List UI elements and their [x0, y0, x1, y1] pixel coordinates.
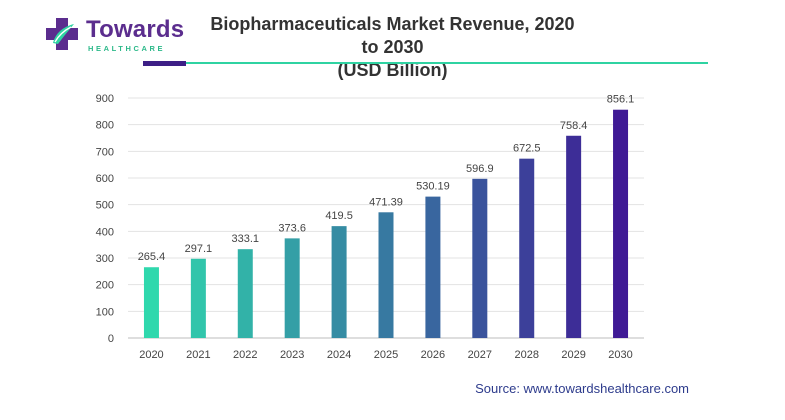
- bar: [519, 158, 535, 338]
- data-label: 596.9: [466, 163, 494, 175]
- x-tick-label: 2027: [468, 349, 492, 361]
- x-tick-label: 2029: [561, 349, 585, 361]
- y-tick-label: 400: [96, 226, 114, 238]
- y-tick-label: 600: [96, 173, 114, 185]
- source-note: Source: www.towardshealthcare.com: [475, 381, 689, 396]
- chart-title-line-2: (USD Billion): [337, 60, 448, 80]
- chart-title-line-1: Biopharmaceuticals Market Revenue, 2020 …: [210, 14, 575, 57]
- data-label: 530.19: [416, 181, 450, 193]
- y-tick-label: 800: [96, 120, 114, 132]
- bar: [613, 109, 629, 338]
- y-tick-label: 500: [96, 200, 114, 212]
- x-tick-label: 2030: [608, 349, 632, 361]
- bar: [472, 178, 488, 338]
- data-label: 471.39: [369, 196, 403, 208]
- y-tick-label: 900: [96, 93, 114, 105]
- x-tick-label: 2023: [280, 349, 304, 361]
- x-tick-label: 2025: [374, 349, 398, 361]
- bar: [425, 196, 441, 338]
- x-tick-label: 2020: [139, 349, 163, 361]
- data-label: 373.6: [278, 222, 306, 234]
- bar: [331, 226, 347, 338]
- x-tick-label: 2021: [186, 349, 210, 361]
- bar: [190, 258, 206, 338]
- logo-name: Towards: [86, 16, 185, 43]
- data-label: 856.1: [607, 94, 635, 106]
- data-label: 333.1: [232, 233, 260, 245]
- data-label: 672.5: [513, 143, 541, 155]
- data-label: 265.4: [138, 251, 166, 263]
- bar: [284, 238, 300, 338]
- y-tick-label: 100: [96, 306, 114, 318]
- y-tick-label: 700: [96, 146, 114, 158]
- data-label: 419.5: [325, 210, 353, 222]
- title-divider-accent: [143, 61, 186, 66]
- x-tick-label: 2022: [233, 349, 257, 361]
- y-tick-label: 300: [96, 253, 114, 265]
- y-tick-label: 0: [108, 333, 114, 345]
- y-tick-label: 200: [96, 280, 114, 292]
- bar: [566, 135, 582, 338]
- x-tick-label: 2028: [514, 349, 538, 361]
- x-tick-label: 2026: [421, 349, 445, 361]
- data-label: 758.4: [560, 120, 588, 132]
- x-tick-label: 2024: [327, 349, 351, 361]
- title-divider: [143, 62, 708, 64]
- bar: [143, 267, 159, 338]
- medical-cross-icon: [46, 18, 78, 50]
- logo-tagline: HEALTHCARE: [88, 44, 166, 53]
- chart-title: Biopharmaceuticals Market Revenue, 2020 …: [200, 13, 585, 82]
- brand-logo: Towards HEALTHCARE: [44, 14, 194, 54]
- bar: [378, 212, 394, 338]
- data-label: 297.1: [185, 243, 213, 255]
- bar: [237, 249, 253, 338]
